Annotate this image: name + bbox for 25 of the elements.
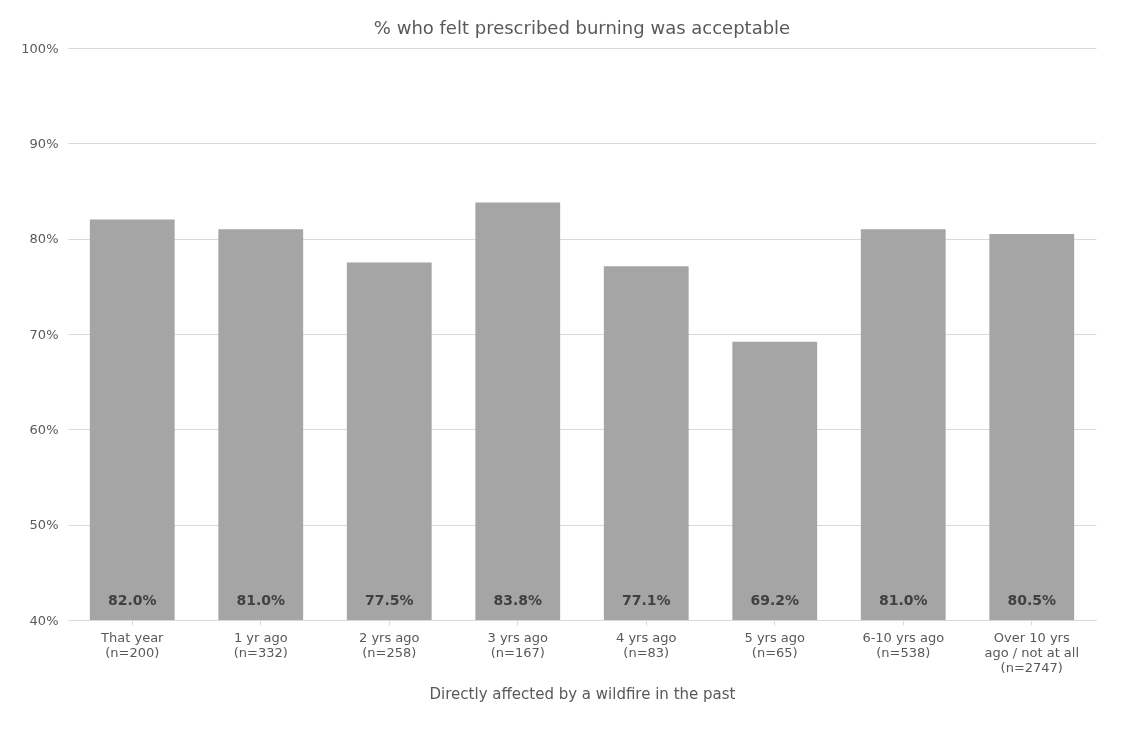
- x-tick-label: Over 10 yrs ago / not at all (n=2747): [984, 629, 1080, 675]
- x-tick-label: 4 yrs ago (n=83): [615, 629, 677, 660]
- data-label: 82.0%: [107, 592, 157, 608]
- y-tick-label: 70%: [29, 326, 59, 342]
- x-tick-label: That year (n=200): [100, 629, 165, 660]
- x-tick-label: 6-10 yrs ago (n=538): [862, 629, 945, 660]
- chart-title: % who felt prescribed burning was acceptable: [373, 17, 791, 38]
- y-tick-label: 50%: [29, 517, 59, 533]
- x-tick-label: 2 yrs ago (n=258): [358, 629, 420, 660]
- x-tick-label: 1 yr ago (n=332): [233, 629, 288, 660]
- data-label: 83.8%: [493, 592, 543, 608]
- x-axis-title: Directly affected by a wildfire in the past: [429, 684, 736, 703]
- x-tick-label: 5 yrs ago (n=65): [744, 629, 806, 660]
- data-label: 77.5%: [364, 592, 414, 608]
- data-label: 69.2%: [750, 592, 800, 608]
- y-tick-label: 40%: [29, 612, 59, 628]
- y-tick-label: 80%: [29, 231, 59, 247]
- data-label: 81.0%: [878, 592, 928, 608]
- y-tick-label: 90%: [29, 135, 59, 151]
- y-tick-label: 60%: [29, 421, 59, 437]
- x-tick-label: 3 yrs ago (n=167): [487, 629, 549, 660]
- y-tick-label: 100%: [21, 40, 59, 56]
- data-label: 81.0%: [236, 592, 286, 608]
- data-label: 80.5%: [1007, 592, 1057, 608]
- data-label: 77.1%: [621, 592, 671, 608]
